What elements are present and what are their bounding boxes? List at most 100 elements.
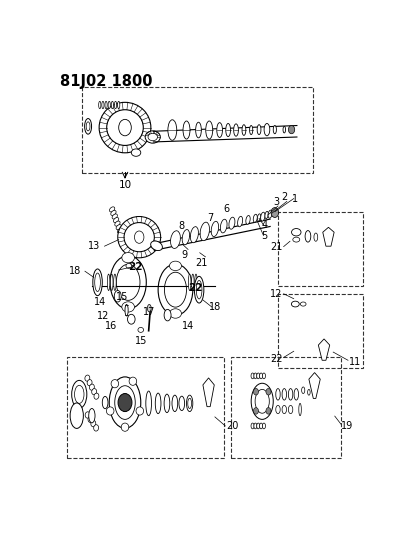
- Ellipse shape: [86, 122, 90, 131]
- Circle shape: [118, 393, 132, 411]
- Text: 12: 12: [270, 289, 283, 299]
- Ellipse shape: [109, 207, 115, 212]
- Ellipse shape: [87, 379, 92, 386]
- Text: 18: 18: [208, 302, 221, 312]
- Text: 14: 14: [94, 297, 106, 307]
- Ellipse shape: [289, 389, 293, 400]
- Ellipse shape: [255, 390, 269, 413]
- Ellipse shape: [114, 101, 117, 109]
- Ellipse shape: [146, 391, 151, 416]
- Ellipse shape: [308, 390, 310, 395]
- Ellipse shape: [125, 304, 128, 316]
- Polygon shape: [309, 373, 320, 399]
- Ellipse shape: [109, 377, 141, 428]
- Ellipse shape: [289, 406, 293, 414]
- Ellipse shape: [302, 387, 305, 393]
- Text: 7: 7: [207, 213, 213, 223]
- Ellipse shape: [92, 389, 96, 395]
- Text: 13: 13: [88, 241, 100, 251]
- Ellipse shape: [112, 214, 118, 219]
- Ellipse shape: [114, 217, 119, 223]
- Ellipse shape: [263, 373, 265, 379]
- Text: 21: 21: [270, 241, 283, 252]
- Ellipse shape: [74, 385, 84, 403]
- Ellipse shape: [91, 421, 96, 427]
- Ellipse shape: [242, 125, 246, 135]
- Ellipse shape: [282, 406, 287, 414]
- Ellipse shape: [186, 395, 193, 411]
- Ellipse shape: [234, 124, 239, 136]
- Ellipse shape: [183, 121, 190, 139]
- Polygon shape: [318, 339, 330, 360]
- Text: 15: 15: [135, 336, 147, 346]
- Ellipse shape: [98, 101, 101, 109]
- Ellipse shape: [300, 302, 306, 306]
- Ellipse shape: [110, 256, 146, 309]
- Ellipse shape: [294, 389, 298, 400]
- Ellipse shape: [89, 408, 95, 423]
- Ellipse shape: [251, 423, 254, 429]
- Ellipse shape: [260, 423, 263, 429]
- Ellipse shape: [147, 304, 151, 312]
- Ellipse shape: [99, 102, 151, 153]
- Text: 20: 20: [226, 421, 239, 431]
- Text: 21: 21: [195, 258, 208, 268]
- Ellipse shape: [115, 221, 120, 226]
- Ellipse shape: [299, 403, 301, 416]
- Ellipse shape: [106, 407, 114, 415]
- Ellipse shape: [145, 131, 160, 143]
- Ellipse shape: [105, 101, 107, 109]
- Ellipse shape: [93, 269, 102, 296]
- Ellipse shape: [72, 381, 87, 408]
- Ellipse shape: [276, 406, 280, 414]
- Ellipse shape: [206, 121, 213, 139]
- Ellipse shape: [238, 216, 243, 227]
- Ellipse shape: [169, 309, 182, 318]
- Ellipse shape: [265, 212, 268, 219]
- Ellipse shape: [116, 264, 140, 301]
- Text: 1: 1: [292, 193, 298, 204]
- Ellipse shape: [85, 118, 92, 134]
- Ellipse shape: [114, 274, 116, 290]
- Text: 81J02 1800: 81J02 1800: [60, 74, 153, 89]
- Ellipse shape: [111, 101, 114, 109]
- Ellipse shape: [195, 276, 204, 303]
- Text: 9: 9: [182, 250, 188, 260]
- Ellipse shape: [229, 217, 235, 229]
- Ellipse shape: [283, 126, 286, 133]
- Ellipse shape: [122, 253, 134, 263]
- Ellipse shape: [257, 423, 260, 429]
- Text: 2: 2: [281, 192, 287, 202]
- Ellipse shape: [136, 407, 144, 415]
- Ellipse shape: [257, 373, 260, 379]
- Ellipse shape: [282, 389, 287, 400]
- Ellipse shape: [118, 216, 161, 258]
- Text: 11: 11: [349, 357, 361, 367]
- Ellipse shape: [94, 425, 98, 431]
- Text: 3: 3: [274, 197, 280, 207]
- Ellipse shape: [192, 274, 194, 290]
- Ellipse shape: [108, 101, 110, 109]
- Ellipse shape: [95, 273, 101, 292]
- Text: 22: 22: [188, 282, 203, 293]
- Ellipse shape: [131, 149, 141, 156]
- Ellipse shape: [305, 231, 311, 242]
- Ellipse shape: [111, 211, 116, 215]
- Ellipse shape: [168, 120, 177, 140]
- Ellipse shape: [115, 386, 135, 419]
- Ellipse shape: [190, 227, 198, 243]
- Circle shape: [127, 314, 135, 324]
- Ellipse shape: [257, 214, 261, 221]
- Ellipse shape: [196, 122, 201, 138]
- Polygon shape: [323, 227, 334, 246]
- Text: 17: 17: [142, 307, 155, 317]
- Ellipse shape: [118, 228, 123, 233]
- Ellipse shape: [88, 416, 93, 423]
- Ellipse shape: [182, 230, 190, 245]
- Circle shape: [271, 207, 279, 217]
- Ellipse shape: [126, 263, 131, 268]
- Ellipse shape: [122, 302, 134, 312]
- Ellipse shape: [211, 221, 219, 237]
- Circle shape: [266, 389, 271, 395]
- Ellipse shape: [195, 274, 197, 290]
